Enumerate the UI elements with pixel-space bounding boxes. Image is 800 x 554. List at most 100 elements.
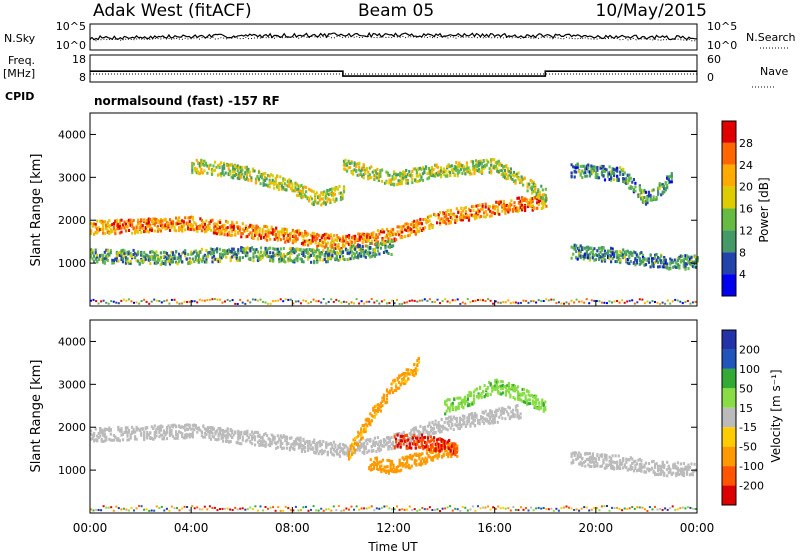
data-cell (197, 254, 200, 257)
data-cell (164, 431, 167, 435)
data-cell (121, 249, 125, 253)
data-cell (273, 253, 276, 257)
data-cell (249, 249, 252, 253)
data-cell (608, 254, 611, 258)
data-cell (517, 416, 521, 420)
data-cell (129, 259, 132, 263)
data-cell (226, 163, 229, 167)
data-cell (264, 249, 267, 253)
data-cell (261, 439, 264, 443)
data-cell (262, 181, 265, 185)
data-cell (461, 209, 464, 213)
data-cell (278, 230, 281, 234)
data-cell (100, 227, 103, 231)
data-cell (622, 180, 625, 183)
data-cell (638, 257, 641, 261)
data-cell (468, 171, 472, 174)
data-cell (626, 173, 629, 177)
data-cell (295, 188, 299, 191)
data-cell (235, 258, 238, 262)
data-cell (143, 230, 146, 234)
data-cell (276, 236, 279, 240)
near-range-cell (401, 302, 404, 305)
near-range-cell (262, 300, 264, 303)
data-cell (232, 176, 235, 180)
data-cell (112, 224, 115, 228)
data-cell (632, 250, 635, 254)
data-cell (329, 442, 332, 445)
data-cell (460, 417, 463, 421)
data-cell (181, 251, 184, 255)
data-cell (364, 250, 367, 254)
data-cell (162, 225, 165, 229)
data-cell (215, 165, 218, 169)
data-cell (108, 219, 111, 223)
data-cell (378, 408, 381, 411)
data-cell (388, 445, 392, 448)
data-cell (167, 254, 170, 258)
data-cell (100, 220, 103, 224)
data-cell (428, 423, 431, 427)
data-cell (231, 233, 234, 237)
data-cell (311, 248, 314, 252)
data-cell (272, 434, 275, 438)
near-range-cell (671, 300, 674, 303)
data-cell (649, 265, 652, 269)
data-cell (375, 404, 378, 408)
data-cell (155, 431, 158, 434)
data-cell (492, 414, 495, 417)
data-cell (495, 408, 498, 412)
data-cell (302, 243, 305, 247)
near-range-cell (426, 299, 429, 302)
data-cell (258, 233, 261, 237)
data-cell (237, 258, 240, 262)
data-cell (140, 225, 143, 229)
data-cell (261, 232, 264, 236)
data-cell (294, 257, 298, 261)
data-cell (489, 205, 492, 209)
data-cell (395, 433, 398, 437)
data-cell (644, 202, 648, 206)
data-cell (570, 171, 573, 175)
data-cell (391, 174, 394, 178)
data-cell (320, 191, 323, 195)
data-cell (290, 252, 293, 256)
data-cell (611, 247, 614, 251)
data-cell (287, 442, 290, 446)
data-cell (137, 230, 140, 234)
data-cell (526, 182, 529, 186)
data-cell (311, 440, 314, 444)
data-cell (379, 448, 382, 452)
data-cell (501, 416, 504, 420)
data-cell (484, 202, 487, 206)
data-cell (439, 211, 442, 214)
data-cell (164, 262, 167, 266)
data-cell (294, 249, 298, 253)
data-cell (416, 434, 419, 438)
data-cell (198, 164, 201, 167)
data-cell (646, 257, 649, 261)
data-cell (196, 227, 199, 231)
data-cell (499, 409, 502, 413)
near-range-cell (499, 301, 502, 304)
data-cell (417, 222, 420, 226)
data-cell (161, 260, 164, 264)
data-cell (138, 261, 141, 265)
data-cell (449, 174, 452, 178)
data-cell (190, 434, 193, 438)
data-cell (253, 443, 257, 447)
data-cell (503, 173, 506, 177)
near-range-cell (274, 300, 277, 302)
data-cell (111, 438, 114, 442)
data-cell (120, 230, 123, 234)
near-range-cell (525, 300, 527, 302)
data-cell (458, 218, 461, 222)
y-tick-label: 2000 (58, 214, 86, 227)
data-cell (617, 253, 620, 257)
data-cell (357, 254, 360, 258)
data-cell (207, 164, 211, 168)
near-range-cell (421, 299, 424, 302)
data-cell (389, 462, 392, 466)
data-cell (288, 237, 291, 241)
data-cell (198, 162, 201, 165)
